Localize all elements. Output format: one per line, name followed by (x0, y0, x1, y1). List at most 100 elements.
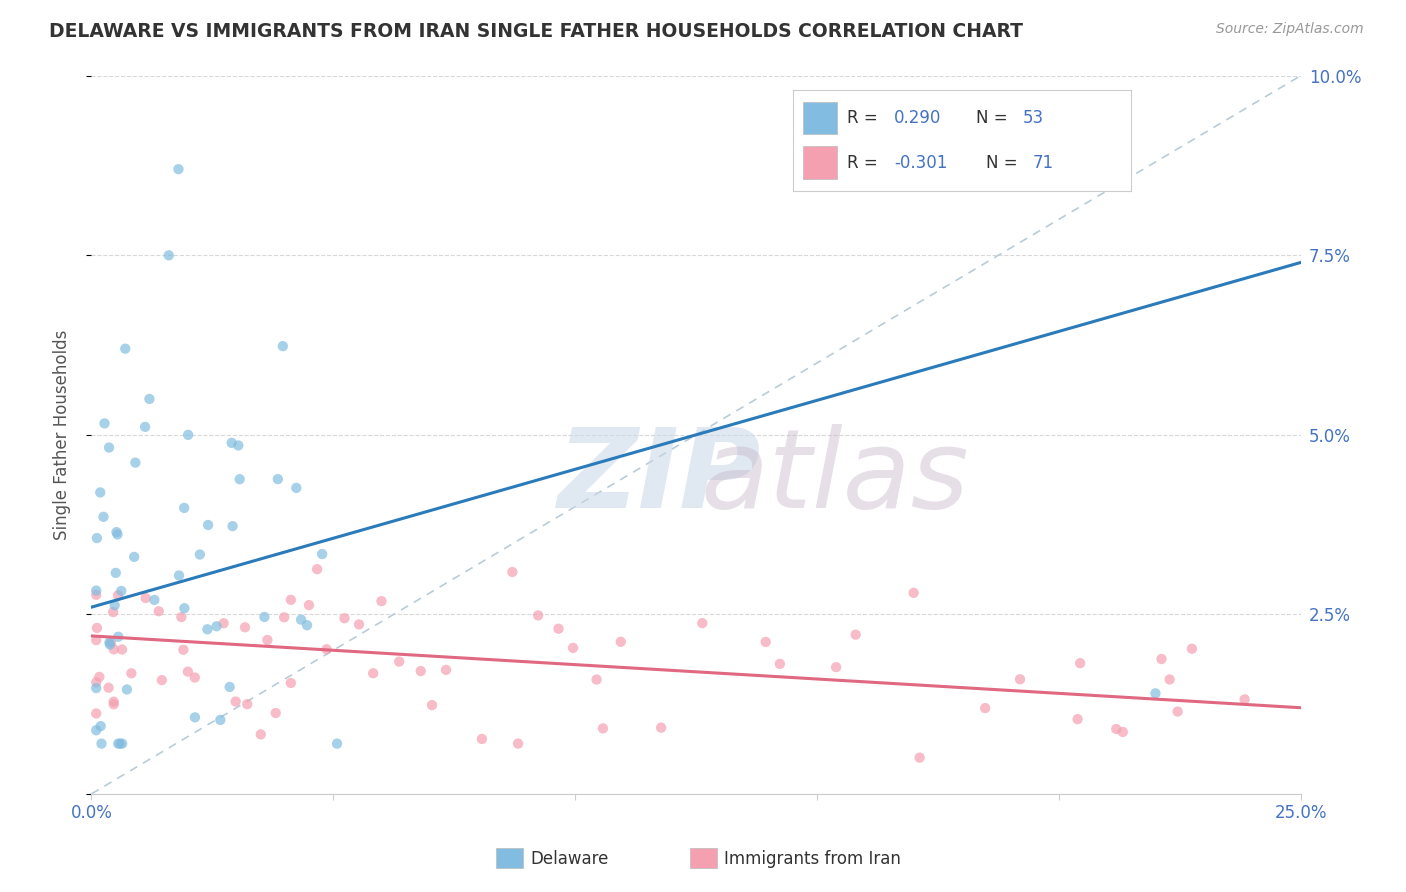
Point (157, 248, 180, 262)
Point (434, 663, 457, 677)
Point (388, 655, 411, 669)
Point (974, 701, 997, 715)
Point (205, 619, 228, 633)
Point (107, 588, 129, 602)
Point (361, 666, 384, 681)
Point (97, 681, 120, 695)
Point (120, 666, 142, 681)
Text: Delaware: Delaware (530, 849, 609, 868)
Point (103, 698, 125, 712)
Point (845, 628, 868, 642)
Point (295, 618, 318, 632)
Point (1112, 725, 1135, 739)
Point (90, 719, 112, 733)
Point (228, 438, 250, 452)
Point (610, 634, 633, 648)
Point (90, 737, 112, 751)
Point (307, 562, 329, 576)
Point (1069, 656, 1091, 670)
Text: Immigrants from Iran: Immigrants from Iran (724, 849, 901, 868)
Point (1159, 673, 1181, 687)
Text: Source: ZipAtlas.com: Source: ZipAtlas.com (1216, 22, 1364, 37)
Point (267, 472, 290, 486)
Point (98, 635, 121, 649)
Point (167, 568, 190, 582)
Point (585, 673, 607, 687)
Point (150, 673, 173, 687)
Point (167, 162, 190, 177)
Point (104, 599, 127, 613)
Point (225, 694, 247, 708)
Point (89, 670, 111, 684)
Point (256, 633, 278, 648)
Point (184, 671, 207, 685)
Point (105, 525, 128, 540)
Point (107, 737, 129, 751)
Point (233, 620, 256, 634)
Point (908, 750, 931, 764)
Point (650, 721, 672, 735)
Y-axis label: Single Father Households: Single Father Households (52, 330, 70, 540)
Point (290, 613, 312, 627)
Point (103, 642, 125, 657)
Point (271, 339, 294, 353)
Text: DELAWARE VS IMMIGRANTS FROM IRAN SINGLE FATHER HOUSEHOLDS CORRELATION CHART: DELAWARE VS IMMIGRANTS FROM IRAN SINGLE … (49, 22, 1024, 41)
Point (769, 657, 792, 671)
Point (115, 682, 138, 697)
Point (1144, 686, 1167, 700)
Point (298, 598, 321, 612)
Text: ZIP: ZIP (558, 425, 762, 532)
Point (1105, 722, 1128, 736)
Point (1167, 705, 1189, 719)
Point (108, 737, 131, 751)
Point (103, 695, 125, 709)
Point (228, 472, 250, 486)
Point (170, 610, 193, 624)
Point (135, 591, 157, 605)
Point (253, 610, 276, 624)
Point (138, 392, 160, 406)
Point (547, 622, 569, 636)
Point (1066, 712, 1088, 726)
Point (562, 640, 585, 655)
Point (280, 592, 302, 607)
Point (124, 456, 146, 470)
Point (315, 642, 337, 657)
Point (690, 616, 713, 631)
Point (134, 420, 156, 434)
Point (1181, 641, 1204, 656)
Point (471, 731, 494, 746)
Point (148, 604, 170, 618)
Point (93, 417, 115, 431)
Point (111, 737, 134, 751)
Point (122, 549, 145, 564)
Point (370, 594, 392, 608)
Point (221, 435, 243, 450)
Point (527, 608, 550, 623)
Point (84, 681, 107, 695)
Point (114, 342, 136, 356)
Point (1150, 652, 1173, 666)
Point (173, 601, 195, 615)
Point (84, 583, 107, 598)
Point (84, 633, 107, 648)
Point (755, 635, 778, 649)
Point (592, 722, 614, 736)
Point (501, 565, 523, 579)
Point (184, 710, 207, 724)
Point (197, 622, 219, 636)
Point (273, 610, 295, 624)
Point (218, 680, 240, 694)
Point (347, 617, 370, 632)
Point (110, 583, 132, 598)
Point (89, 485, 111, 500)
Point (1008, 673, 1031, 687)
Point (111, 642, 134, 657)
Point (249, 727, 271, 741)
Point (236, 697, 259, 711)
Point (903, 586, 925, 600)
Point (409, 664, 432, 678)
Point (107, 527, 129, 541)
Point (177, 427, 200, 442)
Point (333, 611, 356, 625)
